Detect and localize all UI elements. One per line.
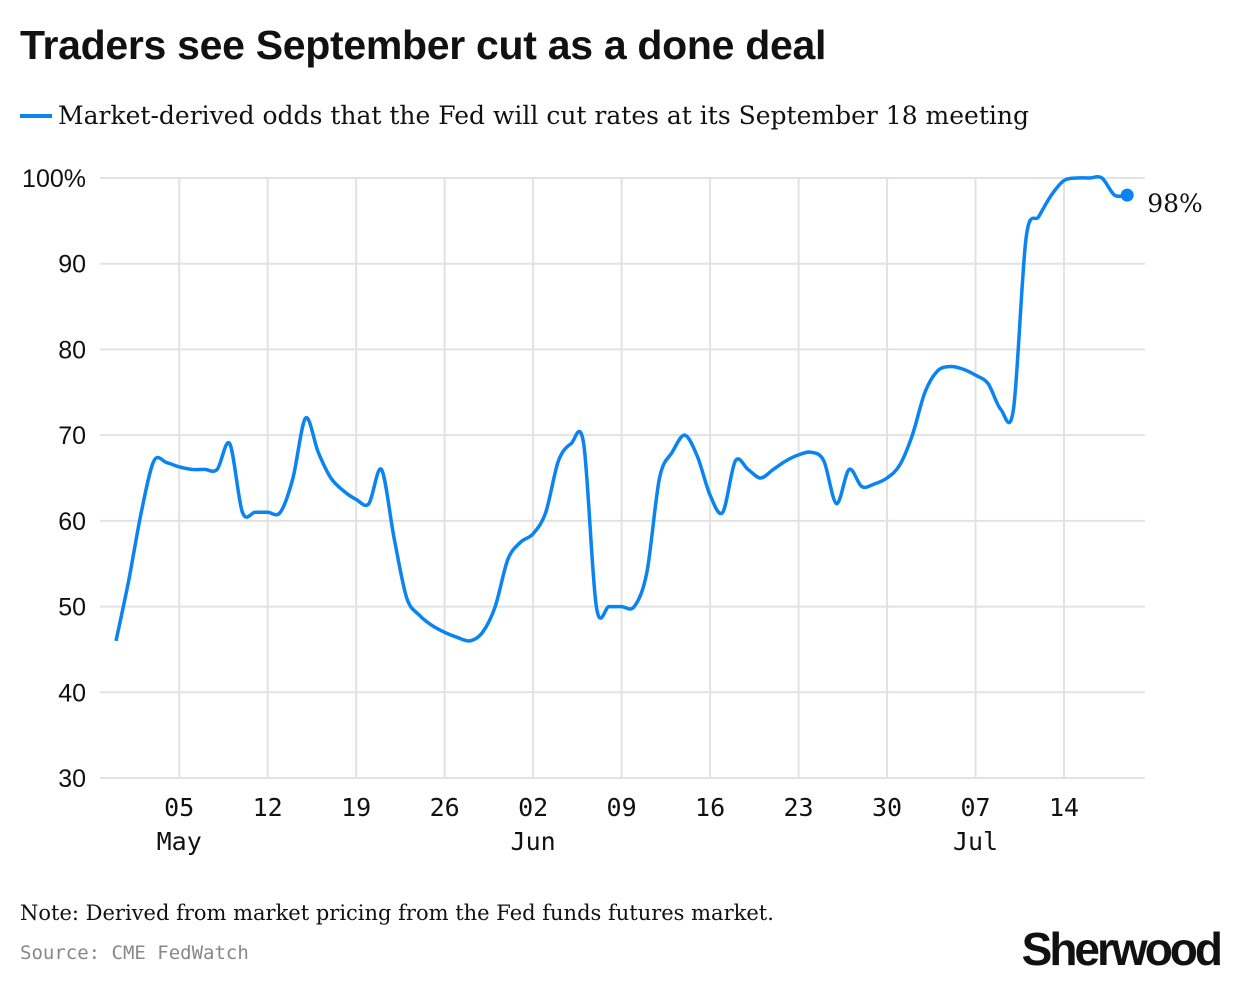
legend: Market-derived odds that the Fed will cu… [20, 101, 1029, 130]
x-tick-label: 23 [784, 793, 814, 822]
x-tick-label: 26 [430, 793, 460, 822]
x-month-label: Jul [953, 827, 998, 856]
x-tick-label: 14 [1049, 793, 1079, 822]
legend-swatch [20, 113, 52, 118]
line-chart: 05 May 12 19 26 02 Jun 09 16 23 30 07 Jul 14 100% 90 80 7… [22, 165, 1203, 856]
y-tick-label: 30 [58, 765, 86, 793]
x-tick-label: 30 [872, 793, 902, 822]
sherwood-logo: Sherwood [1021, 923, 1223, 975]
y-tick-label: 40 [58, 679, 86, 707]
x-tick-label: 05 [164, 793, 194, 822]
x-month-label: May [157, 827, 202, 856]
y-tick-label: 80 [58, 336, 86, 364]
end-value-label: 98% [1147, 189, 1203, 218]
x-tick-label: 02 [518, 793, 548, 822]
source: Source: CME FedWatch [20, 942, 249, 964]
x-month-label: Jun [511, 827, 556, 856]
y-tick-label: 60 [58, 508, 86, 536]
x-tick-label: 07 [960, 793, 990, 822]
x-tick-label: 16 [695, 793, 725, 822]
y-tick-label: 50 [58, 594, 86, 622]
legend-label: Market-derived odds that the Fed will cu… [58, 101, 1029, 130]
end-point-marker [1120, 188, 1134, 202]
chart-title: Traders see September cut as a done deal [20, 22, 827, 68]
y-tick-label: 70 [58, 422, 86, 450]
x-tick-label: 09 [607, 793, 637, 822]
y-tick-label: 100% [22, 165, 86, 193]
note: Note: Derived from market pricing from t… [20, 901, 774, 925]
x-tick-label: 12 [253, 793, 283, 822]
y-tick-label: 90 [58, 251, 86, 279]
x-tick-label: 19 [341, 793, 371, 822]
